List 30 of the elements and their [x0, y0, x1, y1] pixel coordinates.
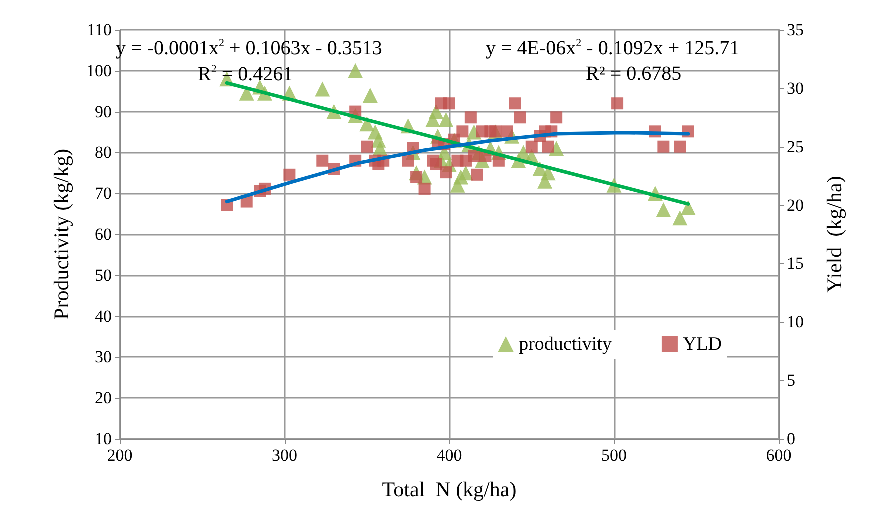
y2-tick-label: 15: [787, 254, 804, 274]
y2-tick-label: 20: [787, 196, 804, 215]
x-tick-label: 200: [107, 446, 133, 465]
y-tick-label: 70: [95, 184, 112, 204]
y-tick-label: 40: [95, 306, 112, 326]
y2-tick-label: 35: [787, 20, 804, 40]
annotation: R² = 0.6785: [586, 63, 682, 85]
x-tick-label: 600: [766, 446, 792, 465]
y2-tick-label: 30: [787, 78, 804, 98]
y-tick-label: 80: [95, 143, 112, 162]
y-axis-title: Productivity (kg/kg): [50, 149, 74, 320]
y2-tick-label: 10: [787, 312, 804, 332]
y-tick-label: 90: [95, 102, 112, 122]
y-tick-label: 110: [87, 20, 112, 40]
y2-tick-label: 25: [787, 137, 804, 156]
y-tick-label: 10: [95, 430, 112, 448]
x-tick-label: 500: [602, 446, 627, 465]
y-tick-label: 20: [95, 388, 112, 408]
y-tick-label: 60: [95, 225, 112, 244]
x-tick-label: 400: [436, 446, 462, 465]
y-tick-label: 30: [95, 348, 112, 367]
x-tick-label: 300: [272, 446, 298, 465]
legend-label: productivity: [519, 334, 612, 355]
x-axis-title: Total N (kg/ha): [382, 478, 517, 502]
y2-tick-label: 5: [787, 371, 796, 390]
y2-axis-title: Yield (kg/ha): [822, 176, 846, 293]
y-tick-label: 50: [95, 266, 112, 285]
legend-label: YLD: [682, 334, 722, 355]
y-tick-label: 100: [86, 61, 112, 80]
y2-tick-label: 0: [787, 430, 796, 448]
